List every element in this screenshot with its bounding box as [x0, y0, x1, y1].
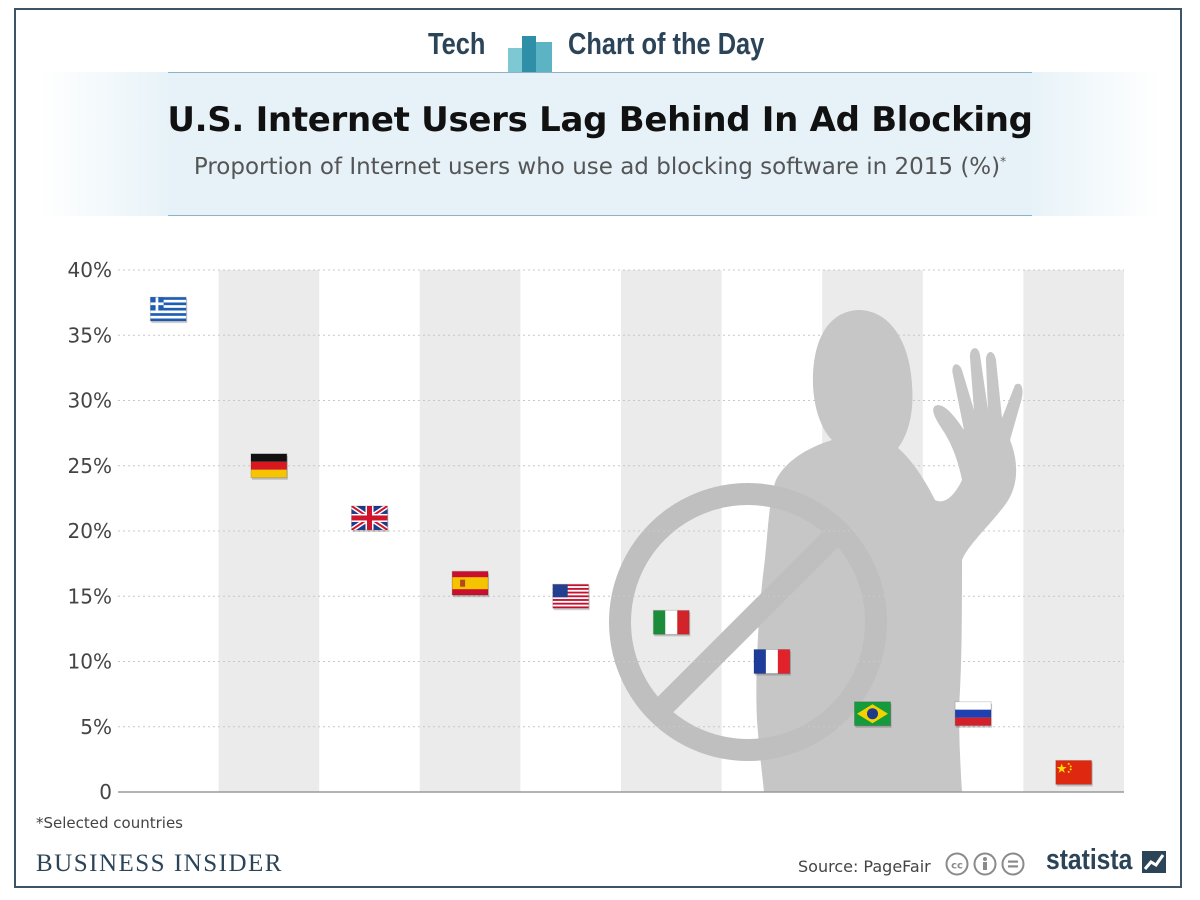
spain-flag-icon — [452, 571, 489, 596]
subtitle-footnote-marker: * — [1000, 154, 1007, 169]
data-point-france — [753, 649, 791, 676]
y-tick-label: 20% — [68, 519, 112, 543]
y-tick-label: 35% — [68, 323, 112, 347]
data-point-spain — [451, 570, 490, 598]
y-axis-ticks: 0 5% 10% 15% 20% 25% 30% 35% 40% — [68, 258, 112, 804]
business-insider-logo: BUSINESS INSIDER — [36, 850, 283, 877]
y-tick-label: 40% — [68, 258, 112, 282]
data-point-china — [1055, 759, 1093, 787]
footnote: *Selected countries — [36, 814, 183, 832]
svg-text:cc: cc — [951, 861, 963, 872]
source-label: Source: PageFair — [798, 857, 931, 876]
germany-flag-icon — [250, 453, 287, 478]
statista-mark-icon — [1142, 851, 1166, 873]
y-tick-label: 10% — [68, 650, 112, 674]
statista-logo: statista — [1046, 844, 1133, 876]
uk-flag-icon — [352, 506, 388, 530]
y-tick-label: 0 — [99, 780, 112, 804]
brazil-flag-icon — [854, 701, 891, 726]
y-tick-label: 25% — [68, 454, 112, 478]
chart-of-the-day-logo-icon — [508, 36, 552, 78]
china-flag-icon — [1055, 760, 1092, 785]
data-point-brazil — [854, 701, 892, 728]
chart-title: U.S. Internet Users Lag Behind In Ad Blo… — [167, 100, 1033, 140]
woman-raising-hand-with-no-sign-icon — [609, 310, 1023, 792]
title-rule-bottom — [168, 215, 1032, 216]
data-point-italy — [652, 609, 691, 637]
data-point-greece — [149, 296, 188, 324]
creative-commons-icons: cc — [945, 852, 1025, 876]
usa-flag-icon — [552, 584, 589, 609]
brand-chart-of-the-day-label: Chart of the Day — [568, 26, 765, 61]
data-point-russia — [954, 701, 993, 728]
brand-tech-label: Tech — [428, 26, 486, 61]
data-points — [149, 296, 1093, 787]
france-flag-icon — [753, 649, 790, 674]
data-point-germany — [250, 453, 288, 480]
russia-flag-icon — [955, 701, 992, 726]
header-brand: Tech Chart of the Day — [0, 18, 1200, 78]
data-point-usa — [552, 583, 590, 611]
title-band — [40, 72, 1160, 216]
chart-subtitle-text: Proportion of Internet users who use ad … — [193, 154, 1001, 180]
y-tick-label: 5% — [80, 715, 112, 739]
title-rule-top — [168, 72, 1032, 73]
y-tick-label: 30% — [68, 389, 112, 413]
data-point-uk — [351, 505, 389, 532]
greece-flag-icon — [150, 297, 187, 322]
italy-flag-icon — [653, 610, 690, 635]
y-tick-label: 15% — [68, 584, 112, 608]
chart-subtitle: Proportion of Internet users who use ad … — [0, 154, 1200, 180]
